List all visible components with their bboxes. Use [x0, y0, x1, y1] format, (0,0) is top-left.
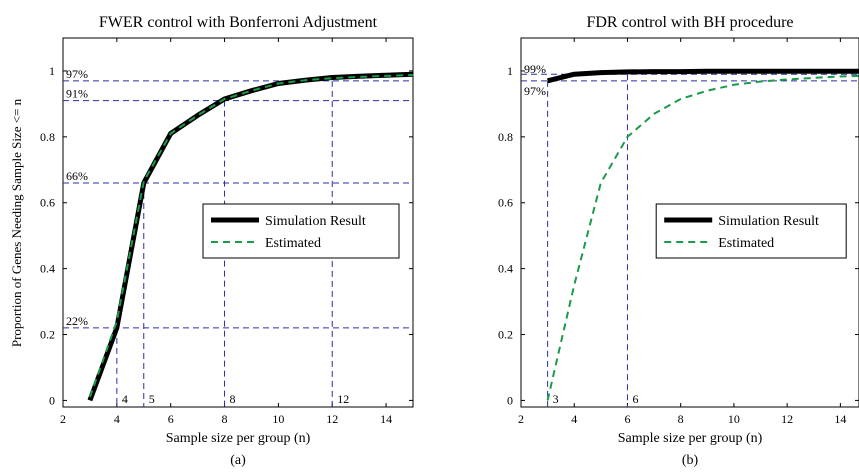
reference-y-label: 97% — [524, 84, 546, 98]
series-line-simulation — [546, 68, 859, 84]
y-tick-label: 1 — [49, 64, 55, 78]
x-tick-label: 10 — [272, 412, 284, 426]
reference-y-label: 22% — [66, 314, 88, 328]
x-axis-label: Sample size per group (n) — [618, 431, 763, 446]
chart-panel-a: FWER control with Bonferroni Adjustment 2… — [40, 14, 414, 468]
plot-area — [520, 37, 859, 408]
y-tick-label: 1 — [507, 64, 513, 78]
y-tick-label: 0.8 — [498, 130, 513, 144]
y-tick-label: 0.2 — [40, 328, 55, 342]
y-tick-label: 0.8 — [40, 130, 55, 144]
x-tick-label: 2 — [518, 412, 524, 426]
chart-title: FWER control with Bonferroni Adjustment — [99, 14, 378, 31]
x-tick-label: 6 — [624, 412, 630, 426]
x-tick-label: 8 — [678, 412, 684, 426]
y-tick-label: 0 — [507, 393, 513, 407]
reference-x-label: 3 — [553, 392, 559, 406]
legend-entry: Estimated — [718, 236, 774, 251]
legend-entry: Estimated — [265, 236, 321, 251]
legend-entry: Simulation Result — [718, 214, 819, 229]
reference-x-label: 8 — [230, 392, 236, 406]
reference-x-label: 12 — [337, 392, 349, 406]
reference-y-label: 66% — [66, 169, 88, 183]
figure-caption: (b) — [682, 453, 699, 468]
x-tick-label: 14 — [834, 412, 846, 426]
x-tick-label: 4 — [114, 412, 120, 426]
reference-y-label: 91% — [66, 87, 88, 101]
shared-y-axis-label: Proportion of Genes Needing Sample Size … — [9, 98, 24, 347]
reference-x-label: 6 — [632, 392, 638, 406]
x-tick-label: 12 — [326, 412, 338, 426]
y-tick-label: 0.2 — [498, 328, 513, 342]
legend — [202, 203, 400, 259]
y-tick-label: 0 — [49, 393, 55, 407]
chart-title: FDR control with BH procedure — [586, 14, 793, 31]
x-tick-label: 12 — [781, 412, 793, 426]
reference-x-label: 4 — [122, 392, 128, 406]
legend-entry: Simulation Result — [265, 214, 366, 229]
x-tick-label: 2 — [60, 412, 66, 426]
reference-x-label: 5 — [149, 392, 155, 406]
y-tick-label: 0.6 — [498, 196, 513, 210]
reference-y-label: 97% — [66, 67, 88, 81]
x-tick-label: 4 — [571, 412, 577, 426]
x-tick-label: 8 — [222, 412, 228, 426]
y-tick-label: 0.6 — [40, 196, 55, 210]
figure-caption: (a) — [230, 453, 246, 468]
x-tick-label: 14 — [380, 412, 392, 426]
y-tick-label: 0.4 — [498, 262, 513, 276]
legend — [655, 203, 847, 259]
x-axis-label: Sample size per group (n) — [166, 431, 311, 446]
x-tick-label: 10 — [728, 412, 740, 426]
plot-area — [62, 37, 414, 408]
x-tick-label: 6 — [168, 412, 174, 426]
reference-y-label: 99% — [524, 62, 546, 76]
y-tick-label: 0.4 — [40, 262, 55, 276]
